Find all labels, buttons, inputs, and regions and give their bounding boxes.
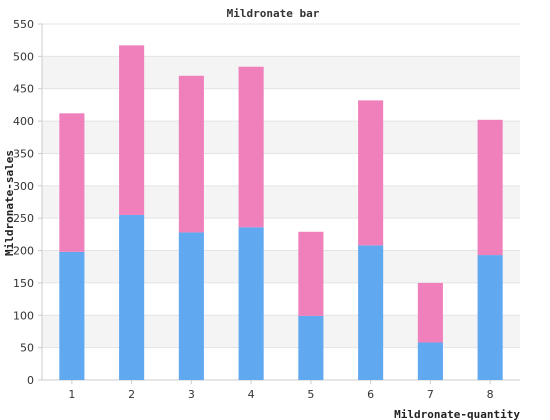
y-tick-label: 250: [13, 212, 34, 225]
y-tick-label: 50: [20, 342, 34, 355]
y-tick-label: 550: [13, 18, 34, 31]
bar-segment-2-6: [358, 100, 384, 246]
bar-segment-1-5: [298, 315, 324, 380]
bar-segment-2-5: [298, 231, 324, 316]
x-axis-title: Mildronate-quantity: [394, 408, 520, 420]
y-tick-label: 400: [13, 115, 34, 128]
x-tick-label: 1: [68, 388, 75, 401]
y-tick-label: 450: [13, 83, 34, 96]
x-tick-label: 5: [307, 388, 314, 401]
bar-segment-2-7: [417, 282, 443, 343]
grid-band: [42, 185, 520, 219]
bars: [59, 45, 503, 380]
x-axis-ticks: 1 2 3 4 5 6 7 8: [68, 380, 494, 401]
y-tick-label: 100: [13, 309, 34, 322]
y-tick-label: 0: [27, 374, 34, 387]
y-tick-label: 300: [13, 180, 34, 193]
bar-segment-2-2: [119, 45, 145, 215]
bar-segment-2-1: [59, 113, 85, 252]
bar-segment-1-1: [59, 251, 85, 380]
grid-band: [42, 121, 520, 154]
bar-segment-1-4: [238, 227, 264, 380]
grid-band: [42, 315, 520, 348]
x-tick-label: 7: [427, 388, 434, 401]
y-tick-label: 350: [13, 147, 34, 160]
bar-segment-2-8: [477, 119, 503, 256]
bar-segment-2-3: [178, 75, 204, 233]
y-tick-label: 500: [13, 50, 34, 63]
x-tick-label: 6: [367, 388, 374, 401]
bar-segment-1-2: [119, 214, 145, 380]
y-axis-ticks: 0 50 100 150 200 250 300 350 400 450 500 550: [13, 18, 42, 387]
bar-segment-1-8: [477, 255, 503, 380]
x-tick-label: 3: [188, 388, 195, 401]
grid-band: [42, 56, 520, 89]
grid-bands: [42, 56, 520, 348]
y-tick-label: 150: [13, 277, 34, 290]
bar-segment-1-6: [358, 245, 384, 380]
x-tick-label: 2: [128, 388, 135, 401]
y-tick-label: 200: [13, 245, 34, 258]
y-axis-title: Mildronate-sales: [3, 150, 16, 256]
grid-band: [42, 250, 520, 283]
x-tick-label: 4: [248, 388, 255, 401]
bar-segment-2-4: [238, 66, 264, 228]
bar-segment-1-7: [417, 342, 443, 380]
bar-segment-1-3: [178, 232, 204, 380]
x-tick-label: 8: [487, 388, 494, 401]
chart-title: Mildronate bar: [227, 7, 320, 20]
